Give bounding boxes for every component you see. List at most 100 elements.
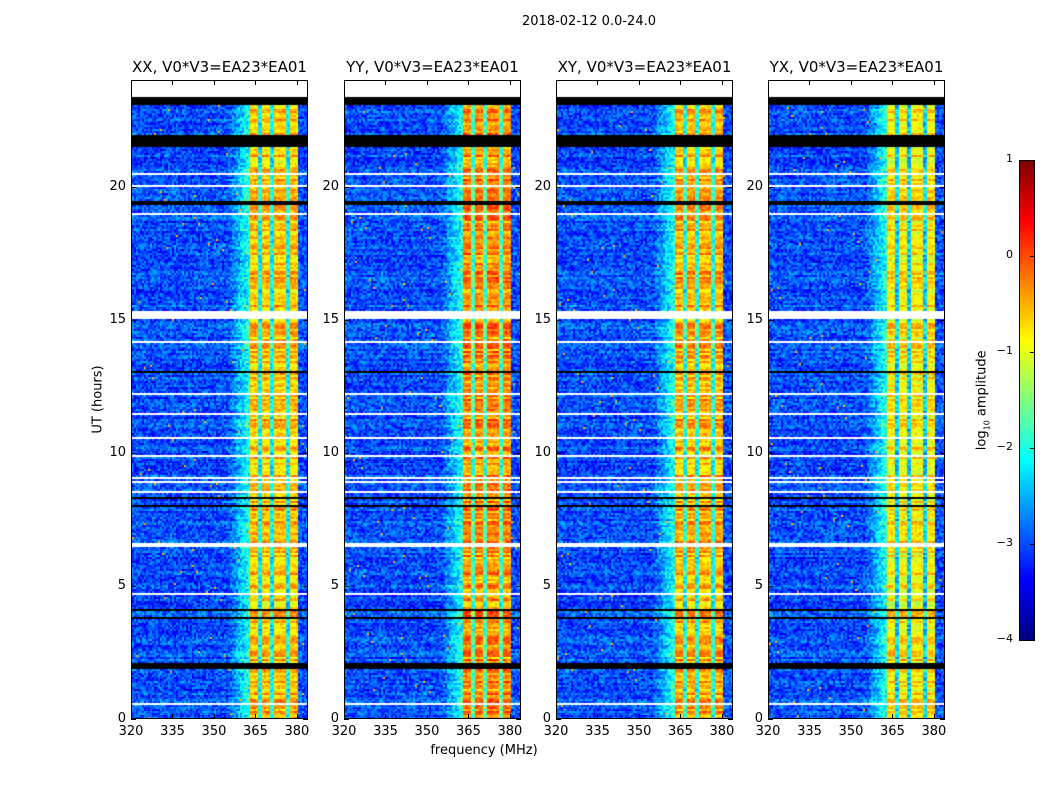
heatmap-panel <box>768 80 945 719</box>
colorbar-tick-label: −4 <box>996 632 1013 645</box>
colorbar-tick-label: −1 <box>996 344 1013 357</box>
x-tick-mark <box>426 80 428 85</box>
x-tick-label: 320 <box>543 724 569 739</box>
x-tick-label: 320 <box>331 724 357 739</box>
y-tick-mark <box>556 186 561 188</box>
panel-title: XY, V0*V3=EA23*EA01 <box>557 58 732 76</box>
x-tick-mark <box>680 80 682 85</box>
y-tick-label: 15 <box>746 311 763 327</box>
heatmap-image <box>345 81 520 718</box>
y-tick-mark <box>303 319 308 321</box>
y-tick-label: 20 <box>534 178 551 194</box>
y-tick-mark <box>728 585 733 587</box>
y-tick-mark <box>344 319 349 321</box>
y-tick-mark <box>344 585 349 587</box>
y-tick-mark <box>940 585 945 587</box>
y-tick-label: 10 <box>109 444 126 460</box>
x-tick-mark <box>556 80 557 85</box>
panel-title: YY, V0*V3=EA23*EA01 <box>346 58 519 76</box>
y-tick-mark <box>344 186 349 188</box>
x-tick-label: 365 <box>456 724 481 739</box>
y-tick-label: 15 <box>322 311 339 327</box>
figure-title: 2018-02-12 0.0-24.0 <box>522 14 656 29</box>
x-tick-mark <box>597 714 599 719</box>
y-tick-mark <box>303 452 308 454</box>
y-tick-mark <box>768 719 773 720</box>
y-tick-label: 10 <box>534 444 551 460</box>
y-tick-label: 10 <box>746 444 763 460</box>
y-tick-mark <box>768 452 773 454</box>
y-tick-mark <box>516 719 521 720</box>
y-tick-mark <box>768 186 773 188</box>
x-tick-mark <box>172 80 174 85</box>
y-tick-label: 20 <box>746 178 763 194</box>
colorbar-tick-mark <box>1030 448 1034 449</box>
x-tick-mark <box>721 714 723 719</box>
heatmap-panel <box>344 80 521 719</box>
x-tick-mark <box>768 714 769 719</box>
x-tick-mark <box>385 714 387 719</box>
y-tick-mark <box>131 452 136 454</box>
x-tick-label: 350 <box>838 724 864 739</box>
y-tick-mark <box>303 186 308 188</box>
x-tick-mark <box>131 80 132 85</box>
x-tick-mark <box>296 714 298 719</box>
x-tick-label: 350 <box>626 724 652 739</box>
y-tick-mark <box>556 719 561 720</box>
y-tick-label: 0 <box>754 711 763 726</box>
x-tick-mark <box>809 80 811 85</box>
colorbar-tick-mark <box>1030 640 1034 641</box>
y-tick-mark <box>940 452 945 454</box>
x-tick-mark <box>933 714 935 719</box>
x-tick-mark <box>509 80 511 85</box>
x-tick-mark <box>933 80 935 85</box>
y-tick-label: 15 <box>109 311 126 327</box>
x-tick-mark <box>213 714 215 719</box>
x-tick-mark <box>131 714 132 719</box>
colorbar-gradient <box>1020 161 1034 640</box>
x-tick-label: 335 <box>373 724 398 739</box>
panel-title: XX, V0*V3=EA23*EA01 <box>132 58 307 76</box>
y-tick-mark <box>768 585 773 587</box>
x-tick-label: 365 <box>880 724 905 739</box>
x-tick-mark <box>638 714 640 719</box>
x-tick-mark <box>255 714 257 719</box>
colorbar-tick-mark <box>1030 160 1034 161</box>
y-tick-label: 0 <box>330 711 339 726</box>
x-tick-mark <box>385 80 387 85</box>
x-tick-label: 350 <box>414 724 440 739</box>
y-tick-mark <box>131 585 136 587</box>
heatmap-image <box>132 81 307 718</box>
x-tick-label: 320 <box>755 724 781 739</box>
y-tick-label: 5 <box>330 577 339 593</box>
heatmap-image <box>557 81 732 718</box>
x-tick-mark <box>509 714 511 719</box>
colorbar-tick-label: −3 <box>996 536 1013 549</box>
x-tick-mark <box>556 714 557 719</box>
y-tick-label: 5 <box>754 577 763 593</box>
colorbar-tick-label: −2 <box>996 440 1013 453</box>
y-tick-mark <box>728 452 733 454</box>
x-tick-label: 380 <box>497 724 523 739</box>
x-tick-label: 380 <box>921 724 947 739</box>
colorbar-tick-mark <box>1030 256 1034 257</box>
x-tick-mark <box>344 714 345 719</box>
y-tick-mark <box>556 319 561 321</box>
x-axis-label: frequency (MHz) <box>430 743 538 758</box>
x-tick-mark <box>426 714 428 719</box>
y-tick-label: 10 <box>322 444 339 460</box>
x-tick-mark <box>721 80 723 85</box>
colorbar <box>1019 160 1035 641</box>
colorbar-tick-mark <box>1030 352 1034 353</box>
y-tick-mark <box>516 186 521 188</box>
y-tick-label: 20 <box>109 178 126 194</box>
x-tick-mark <box>680 714 682 719</box>
y-tick-mark <box>556 585 561 587</box>
colorbar-tick-mark <box>1030 544 1034 545</box>
y-tick-mark <box>131 319 136 321</box>
y-tick-mark <box>344 719 349 720</box>
x-tick-label: 350 <box>201 724 227 739</box>
y-tick-mark <box>940 319 945 321</box>
y-tick-label: 5 <box>542 577 551 593</box>
x-tick-label: 380 <box>709 724 735 739</box>
